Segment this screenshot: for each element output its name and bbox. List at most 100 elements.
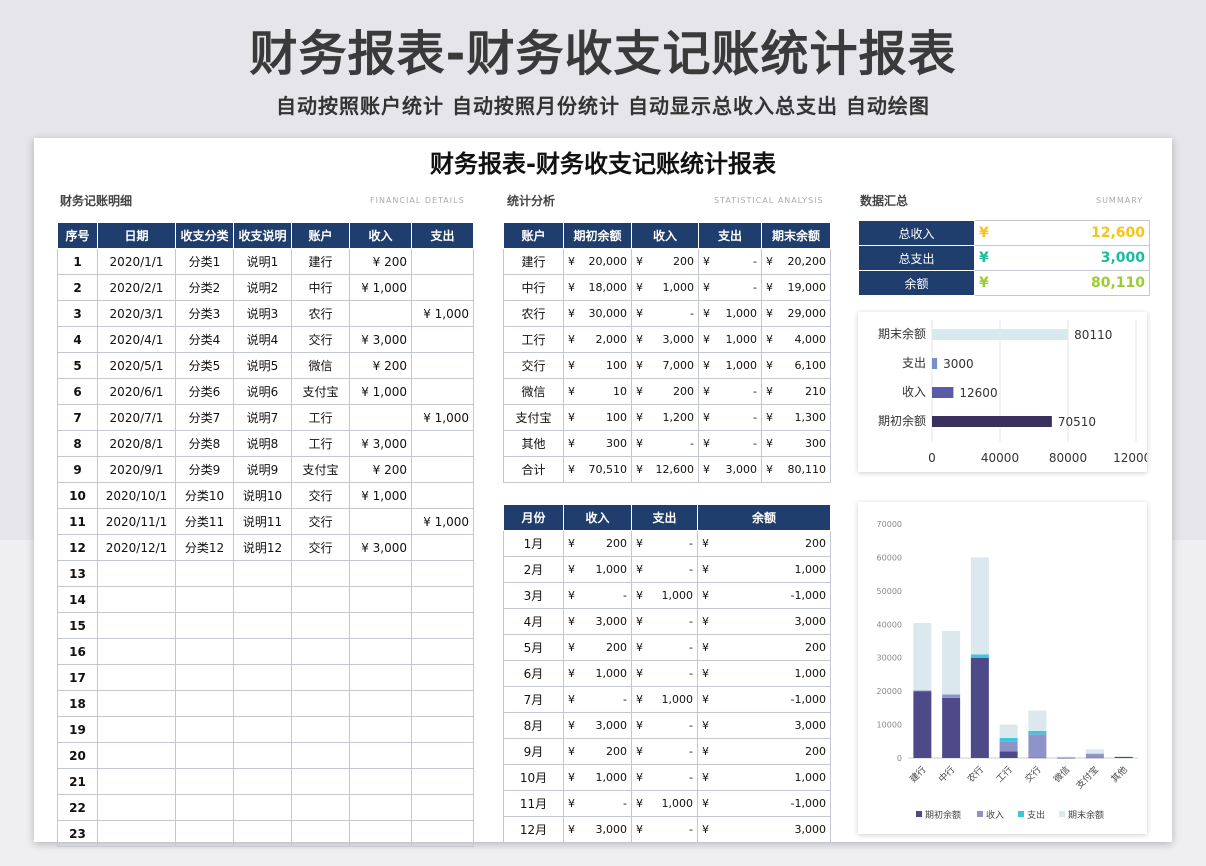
details-cell: 19 <box>57 716 98 743</box>
details-column-header: 支出 <box>411 222 474 249</box>
month-name: 8月 <box>503 712 564 739</box>
details-cell: 中行 <box>291 274 350 301</box>
account-amount: ¥1,000 <box>698 300 762 327</box>
monthly-amount: ¥ - <box>563 582 632 609</box>
page-subtitle: 自动按照账户统计 自动按照月份统计 自动显示总收入总支出 自动绘图 <box>276 94 930 118</box>
details-cell <box>411 638 474 665</box>
details-cell: 微信 <box>291 352 350 379</box>
cell-value: 100 <box>606 411 627 424</box>
cell-value: - <box>753 411 757 424</box>
bar-data-label: 80110 <box>1074 328 1112 342</box>
monthly-amount: ¥200 <box>563 530 632 557</box>
monthly-amount: ¥1,000 <box>697 660 831 687</box>
cell-value: 1,000 <box>661 693 694 706</box>
account-amount: ¥ - <box>698 404 762 431</box>
details-cell <box>97 612 176 639</box>
legend-swatch <box>977 811 983 817</box>
currency-symbol: ¥ <box>636 823 643 836</box>
details-cell <box>233 560 292 587</box>
details-section-title: 财务记账明细 <box>60 194 133 208</box>
stacked-bar-segment <box>1028 734 1047 758</box>
stacked-bar-segment <box>1057 756 1076 758</box>
details-cell: 分类9 <box>175 456 234 483</box>
x-tick-label: 120000 <box>1113 451 1147 465</box>
month-name: 5月 <box>503 634 564 661</box>
details-column-header: 日期 <box>97 222 176 249</box>
cell-value: 1,000 <box>725 359 758 372</box>
details-cell: 14 <box>57 586 98 613</box>
accounts-row: 交行 ¥100 ¥7,000 ¥1,000 ¥6,100 <box>503 352 831 379</box>
currency-symbol: ¥ <box>703 281 710 294</box>
account-amount: ¥ - <box>698 430 762 457</box>
details-cell <box>233 638 292 665</box>
accounts-row: 建行 ¥20,000 ¥200 ¥ - ¥20,200 <box>503 248 831 275</box>
details-cell: 21 <box>57 768 98 795</box>
details-cell <box>349 404 412 431</box>
cell-value: 200 <box>673 385 694 398</box>
details-row: 20 <box>57 742 474 769</box>
details-row: 6 2020/6/1 分类6 说明6 支付宝 ¥ 1,000 <box>57 378 474 405</box>
account-name: 交行 <box>503 352 564 379</box>
stacked-bar-segment <box>1028 710 1047 731</box>
month-name: 7月 <box>503 686 564 713</box>
currency-symbol: ¥ <box>568 563 575 576</box>
details-cell <box>291 664 350 691</box>
details-cell <box>233 612 292 639</box>
cell-value: 200 <box>606 745 627 758</box>
details-cell <box>233 716 292 743</box>
currency-symbol: ¥ <box>766 255 773 268</box>
x-tick-label: 40000 <box>981 451 1019 465</box>
month-name: 6月 <box>503 660 564 687</box>
details-cell: ¥ 1,000 <box>411 508 474 535</box>
currency-symbol: ¥ <box>568 797 575 810</box>
stacked-bar-segment <box>970 557 989 655</box>
details-row: 8 2020/8/1 分类8 说明8 工行 ¥ 3,000 <box>57 430 474 457</box>
stacked-bar-segment <box>999 737 1018 742</box>
details-cell: 6 <box>57 378 98 405</box>
monthly-amount: ¥1,000 <box>563 556 632 583</box>
monthly-amount: ¥ - <box>631 738 698 765</box>
cell-value: - <box>689 745 693 758</box>
cell-value: 19,000 <box>787 281 827 294</box>
details-row: 14 <box>57 586 474 613</box>
details-cell: 分类2 <box>175 274 234 301</box>
currency-symbol: ¥ <box>703 385 710 398</box>
details-cell: 3 <box>57 300 98 327</box>
currency-symbol: ¥ <box>766 437 773 450</box>
currency-symbol: ¥ <box>568 333 575 346</box>
accounts-row: 微信 ¥10 ¥200 ¥ - ¥210 <box>503 378 831 405</box>
details-cell <box>97 768 176 795</box>
cell-value: 1,000 <box>595 563 628 576</box>
currency-symbol: ¥ <box>702 719 709 732</box>
details-cell <box>97 820 176 847</box>
details-cell: 20 <box>57 742 98 769</box>
account-amount: ¥1,300 <box>761 404 831 431</box>
cell-value: 3,000 <box>595 823 628 836</box>
account-amount: ¥200 <box>631 248 699 275</box>
account-name: 微信 <box>503 378 564 405</box>
monthly-table: 月份 收入 支出 余额 1月 ¥200 ¥ - ¥200 2月 ¥1,000 ¥ - ¥1,000 3月 ¥… <box>503 504 831 843</box>
cell-value: 1,000 <box>794 563 827 576</box>
account-amount: ¥1,200 <box>631 404 699 431</box>
currency-symbol: ¥ <box>636 437 643 450</box>
cell-value: - <box>689 615 693 628</box>
legend-swatch <box>916 811 922 817</box>
details-cell <box>291 820 350 847</box>
details-row: 7 2020/7/1 分类7 说明7 工行 ¥ 1,000 <box>57 404 474 431</box>
y-tick-label: 50000 <box>877 587 902 596</box>
currency-symbol: ¥ <box>766 463 773 476</box>
stacked-bar-segment <box>1085 749 1104 754</box>
cell-value: 1,300 <box>794 411 827 424</box>
currency-symbol: ¥ <box>636 641 643 654</box>
cell-value: - <box>689 563 693 576</box>
account-name: 支付宝 <box>503 404 564 431</box>
legend-label: 支出 <box>1027 809 1045 821</box>
cell-value: -1,000 <box>790 693 826 706</box>
account-amount: ¥2,000 <box>563 326 632 353</box>
account-amount: ¥1,000 <box>631 274 699 301</box>
details-table: 序号 日期 收支分类 收支说明 账户 收入 支出 1 2020/1/1 分类1 说明1 建行 ¥ 20… <box>57 222 474 847</box>
stacked-bar-segment <box>1085 753 1104 758</box>
cell-value: 300 <box>606 437 627 450</box>
x-category-label: 微信 <box>1051 764 1072 785</box>
account-amount: ¥3,000 <box>698 456 762 483</box>
